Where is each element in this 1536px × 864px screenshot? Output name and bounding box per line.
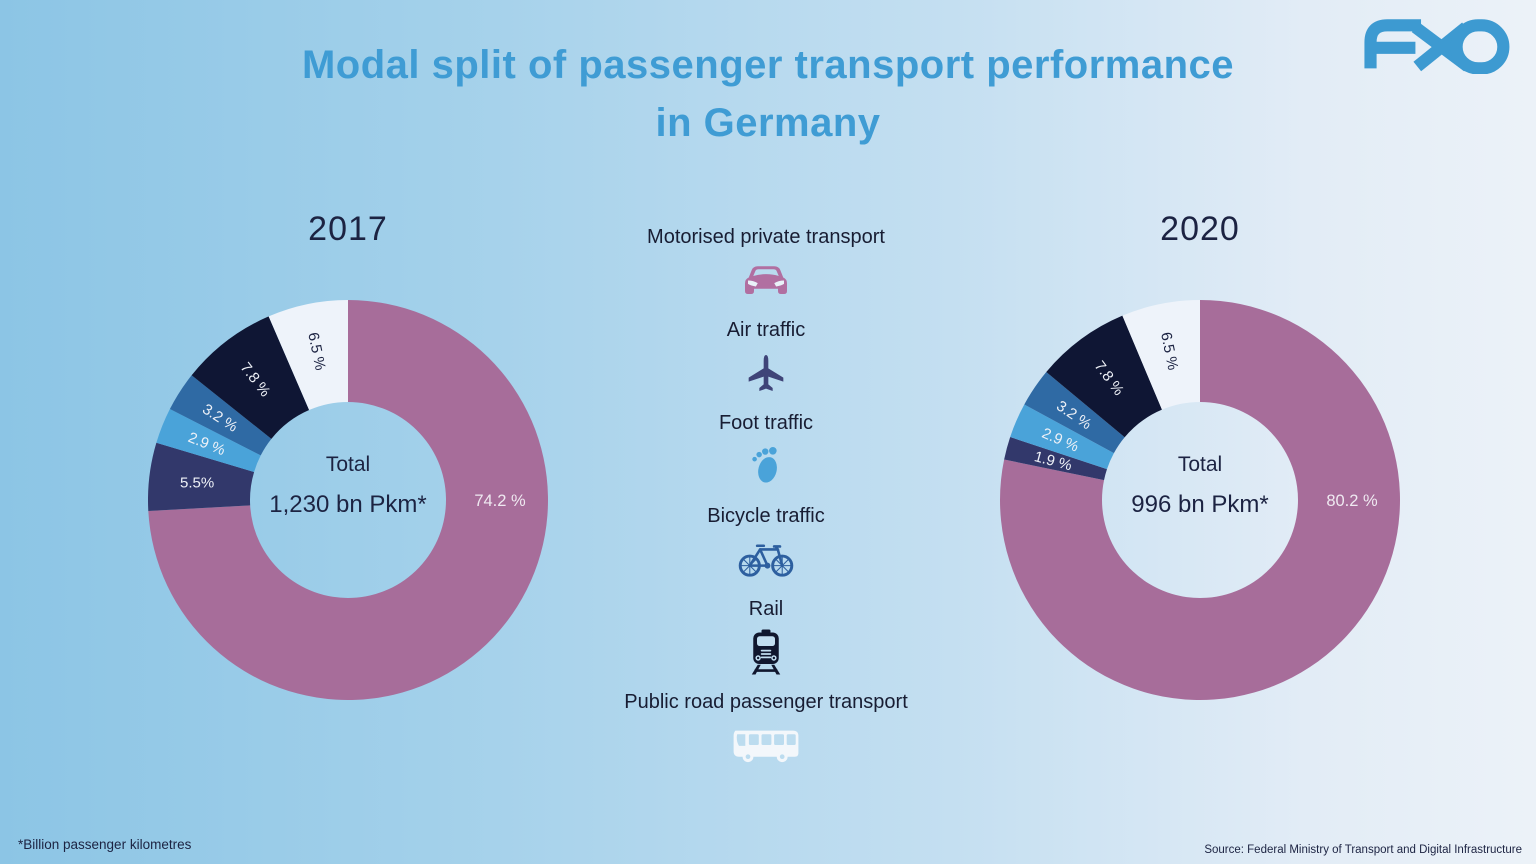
donut-slice-public-road-passenger-transport xyxy=(1122,300,1200,410)
legend-item-foot-traffic: Foot traffic xyxy=(719,410,813,503)
footnote: *Billion passenger kilometres xyxy=(18,837,192,852)
page-title-line1: Modal split of passenger transport perfo… xyxy=(301,43,1235,87)
donut-slice-bicycle-traffic xyxy=(169,375,272,456)
donut-chart-2017: 74.2 % 5.5% 2.9 % 3.2 % 7.8 % 6.5 % Total 1,2… xyxy=(148,300,548,700)
legend: Motorised private transport Air traffic … xyxy=(566,224,966,782)
donut-slice-foot-traffic xyxy=(156,409,261,472)
bicycle-icon xyxy=(738,535,794,583)
legend-item-rail: Rail xyxy=(748,596,784,689)
legend-item-public-road-passenger-transport: Public road passenger transport xyxy=(624,689,908,782)
donut-chart-2020: 80.2 % 1.9 % 2.9 % 3.2 % 7.8 % 6.5 % Total 99… xyxy=(1000,300,1400,700)
source-attribution: Source: Federal Ministry of Transport an… xyxy=(1204,844,1522,856)
legend-label: Air traffic xyxy=(726,319,806,341)
donut-slice-foot-traffic xyxy=(1010,404,1114,470)
donut-slice-rail xyxy=(191,316,310,439)
slice-label-motorised-private-transport: 80.2 % xyxy=(1326,492,1378,510)
chart-year-2020: 2020 xyxy=(1160,210,1240,248)
legend-label: Motorised private transport xyxy=(647,226,885,248)
donut-slice-bicycle-traffic xyxy=(1024,372,1125,454)
donut-svg-2017: 74.2 %5.5%2.9 %3.2 %7.8 %6.5 % xyxy=(148,300,548,700)
train-icon xyxy=(748,628,784,676)
slice-label-motorised-private-transport: 74.2 % xyxy=(474,492,526,510)
donut-slice-public-road-passenger-transport xyxy=(268,300,348,411)
donut-slice-air-traffic xyxy=(1004,437,1107,481)
donut-slice-air-traffic xyxy=(148,442,255,511)
legend-label: Rail xyxy=(748,598,784,620)
legend-item-bicycle-traffic: Bicycle traffic xyxy=(707,503,825,596)
page-title: Modal split of passenger transport perfo… xyxy=(0,36,1536,152)
donut-svg-2020: 80.2 %1.9 %2.9 %3.2 %7.8 %6.5 % xyxy=(1000,300,1400,700)
legend-label: Public road passenger transport xyxy=(624,691,908,713)
car-icon xyxy=(742,256,790,304)
donut-slice-motorised-private-transport xyxy=(148,300,548,700)
page-title-line2: in Germany xyxy=(655,101,881,145)
bus-icon xyxy=(730,721,802,769)
donut-slice-motorised-private-transport xyxy=(1000,300,1400,700)
legend-item-air-traffic: Air traffic xyxy=(726,317,806,410)
donut-slice-rail xyxy=(1046,315,1162,438)
brand-logo xyxy=(1360,16,1512,79)
legend-label: Bicycle traffic xyxy=(707,505,825,527)
chart-year-2017: 2017 xyxy=(308,210,388,248)
legend-label: Foot traffic xyxy=(718,412,814,434)
axo-logo-icon xyxy=(1364,19,1510,75)
legend-item-motorised-private-transport: Motorised private transport xyxy=(647,224,885,317)
slice-label-air-traffic: 5.5% xyxy=(180,474,214,491)
plane-icon xyxy=(746,349,786,397)
foot-icon xyxy=(749,442,783,490)
